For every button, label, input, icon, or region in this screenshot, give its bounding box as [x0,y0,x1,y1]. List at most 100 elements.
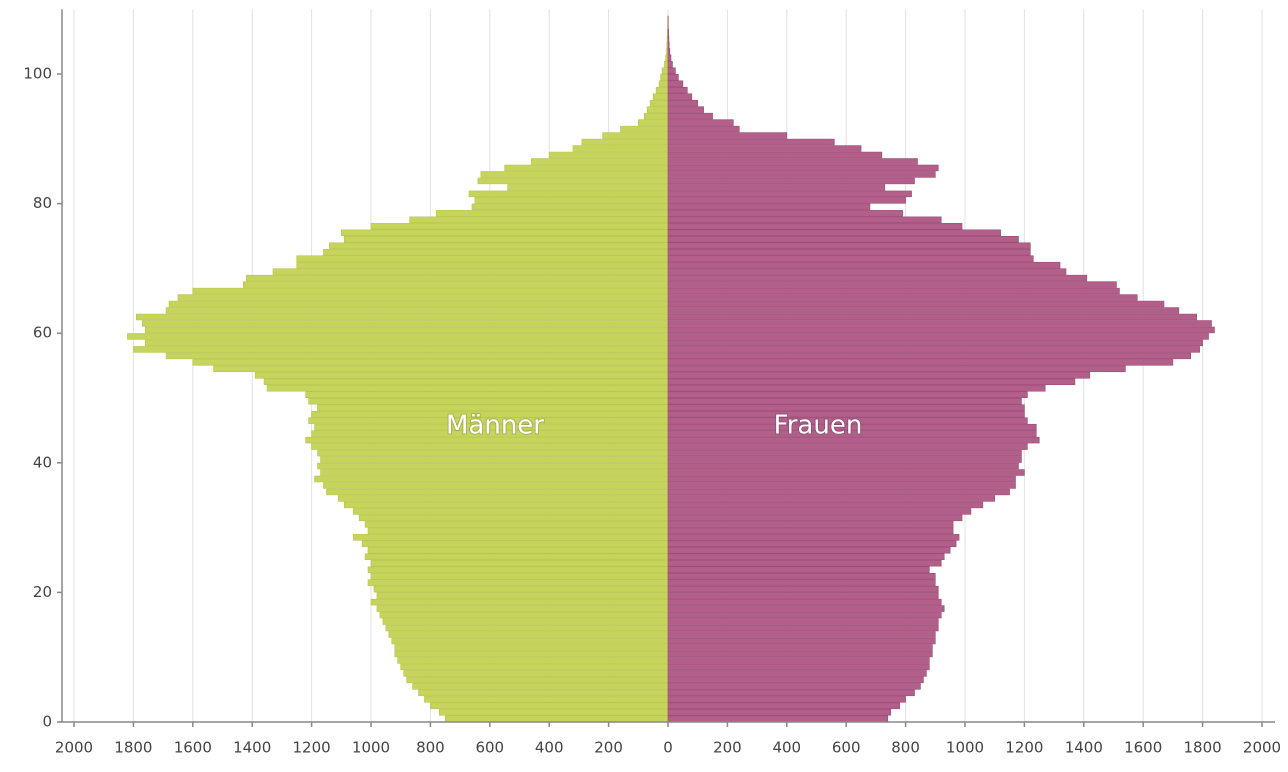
bar [667,346,1200,353]
bar [667,657,930,664]
bar [667,281,1117,288]
bar [127,333,669,340]
bar [382,618,669,625]
bar [667,41,670,49]
bar [661,67,669,74]
bar [477,177,669,185]
x-tick-label: 1800 [114,739,152,757]
x-tick-label: 1600 [1124,739,1162,757]
bar [667,190,912,198]
bar [667,611,942,619]
bar [364,553,669,561]
bar [658,80,669,87]
bar [667,644,933,651]
bar [667,495,996,502]
bar [652,93,669,100]
bar [667,61,673,68]
bar [424,696,669,703]
x-tick-label: 200 [594,739,623,757]
bar [385,624,669,632]
bar [388,631,669,638]
bar [667,488,1010,496]
bar [317,462,669,470]
x-tick-label: 1200 [293,739,331,757]
bar [367,527,669,535]
bar [329,242,669,249]
bar [667,274,1088,282]
bar [474,197,669,204]
bar [667,397,1022,405]
bar [370,572,669,580]
bar [667,663,930,671]
bar [667,210,903,217]
bar [376,592,669,599]
bar [581,138,669,146]
bar [370,223,669,230]
bar [667,598,942,606]
bar [667,132,788,139]
bars [127,15,1215,723]
bar [667,696,906,703]
x-tick-label: 1600 [174,739,212,757]
bar [667,456,1022,463]
y-tick-label: 100 [23,65,52,83]
bar [667,592,939,599]
bar [667,177,915,185]
bar [646,106,669,113]
bar [667,80,684,87]
bar [667,637,936,645]
bar [667,410,1025,418]
bar [343,501,669,509]
bar [667,709,892,716]
bar [667,171,936,178]
bar [620,125,669,133]
bar [667,631,936,638]
x-tick-label: 1000 [352,739,390,757]
bar [667,48,671,55]
bar [667,579,936,586]
bar [667,605,945,612]
bar [367,547,669,554]
bar [667,229,1001,237]
x-tick-label: 1000 [946,739,984,757]
bar [444,715,669,723]
bar [667,482,1016,489]
bar [266,385,669,392]
bar [379,611,669,619]
bar [507,184,669,191]
bar [314,475,669,483]
bar [531,158,669,165]
bar [144,326,669,334]
x-tick-label: 600 [832,739,861,757]
y-tick-label: 20 [33,583,52,601]
bar [667,670,927,677]
bar [352,508,669,515]
y-tick-label: 0 [42,713,52,731]
bar [667,514,963,522]
bar [667,566,930,573]
bar [667,268,1067,275]
bar [667,151,883,159]
bar [272,268,669,275]
bar [133,346,669,353]
bar [326,488,669,496]
bar [655,86,669,94]
bar [667,572,936,580]
bar [667,125,740,133]
bar [376,605,669,612]
bar [364,521,669,528]
bar [213,365,669,373]
series-label: Frauen [774,411,863,441]
bar [548,151,669,159]
bar [430,702,669,710]
x-tick-label: 1400 [233,739,271,757]
bar [367,566,669,573]
bar [308,397,669,405]
bar [305,391,669,399]
bar [667,164,939,172]
x-tick-label: 1800 [1184,739,1222,757]
bar [412,683,669,690]
bar [667,28,669,36]
bar [338,495,669,502]
bar [667,372,1091,379]
